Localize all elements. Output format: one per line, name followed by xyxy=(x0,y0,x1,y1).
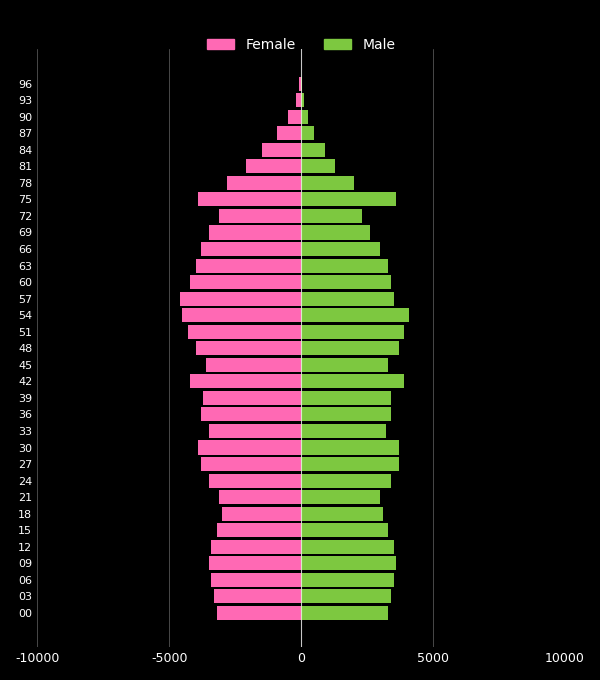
Bar xyxy=(301,358,388,372)
Bar xyxy=(301,308,409,322)
Bar xyxy=(190,374,301,388)
Bar xyxy=(209,424,301,438)
Bar xyxy=(301,226,370,239)
Bar xyxy=(301,209,362,223)
Bar xyxy=(301,126,314,140)
Bar xyxy=(301,523,388,537)
Bar xyxy=(301,473,391,488)
Bar xyxy=(211,573,301,587)
Bar xyxy=(301,441,399,454)
Bar xyxy=(211,540,301,554)
Bar xyxy=(301,507,383,521)
Bar xyxy=(209,473,301,488)
Bar xyxy=(301,374,404,388)
Bar xyxy=(301,93,304,107)
Bar xyxy=(301,258,388,273)
Bar xyxy=(301,176,354,190)
Bar xyxy=(190,275,301,289)
Bar xyxy=(201,407,301,422)
Bar xyxy=(182,308,301,322)
Bar xyxy=(301,556,396,571)
Bar xyxy=(301,109,308,124)
Bar xyxy=(296,93,301,107)
Bar xyxy=(196,341,301,355)
Bar xyxy=(301,341,399,355)
Bar xyxy=(301,540,394,554)
Bar xyxy=(201,242,301,256)
Bar xyxy=(301,292,394,306)
Bar xyxy=(196,258,301,273)
Bar xyxy=(217,606,301,620)
Bar xyxy=(203,391,301,405)
Bar xyxy=(217,523,301,537)
Bar xyxy=(188,324,301,339)
Bar xyxy=(301,275,391,289)
Bar xyxy=(301,77,302,90)
Bar xyxy=(299,77,301,90)
Bar xyxy=(301,192,396,207)
Bar xyxy=(288,109,301,124)
Bar xyxy=(222,507,301,521)
Bar xyxy=(262,143,301,157)
Bar xyxy=(301,573,394,587)
Bar xyxy=(301,159,335,173)
Bar xyxy=(245,159,301,173)
Bar xyxy=(209,556,301,571)
Bar xyxy=(198,192,301,207)
Bar xyxy=(301,457,399,471)
Bar xyxy=(220,209,301,223)
Bar xyxy=(301,407,391,422)
Bar xyxy=(201,457,301,471)
Bar xyxy=(301,143,325,157)
Bar xyxy=(180,292,301,306)
Bar xyxy=(206,358,301,372)
Bar xyxy=(209,226,301,239)
Bar xyxy=(301,391,391,405)
Bar xyxy=(301,606,388,620)
Bar xyxy=(301,590,391,603)
Legend: Female, Male: Female, Male xyxy=(201,33,401,58)
Bar xyxy=(301,424,386,438)
Bar xyxy=(198,441,301,454)
Bar xyxy=(227,176,301,190)
Bar xyxy=(277,126,301,140)
Bar xyxy=(214,590,301,603)
Bar xyxy=(301,242,380,256)
Bar xyxy=(220,490,301,504)
Bar xyxy=(301,324,404,339)
Bar xyxy=(301,490,380,504)
